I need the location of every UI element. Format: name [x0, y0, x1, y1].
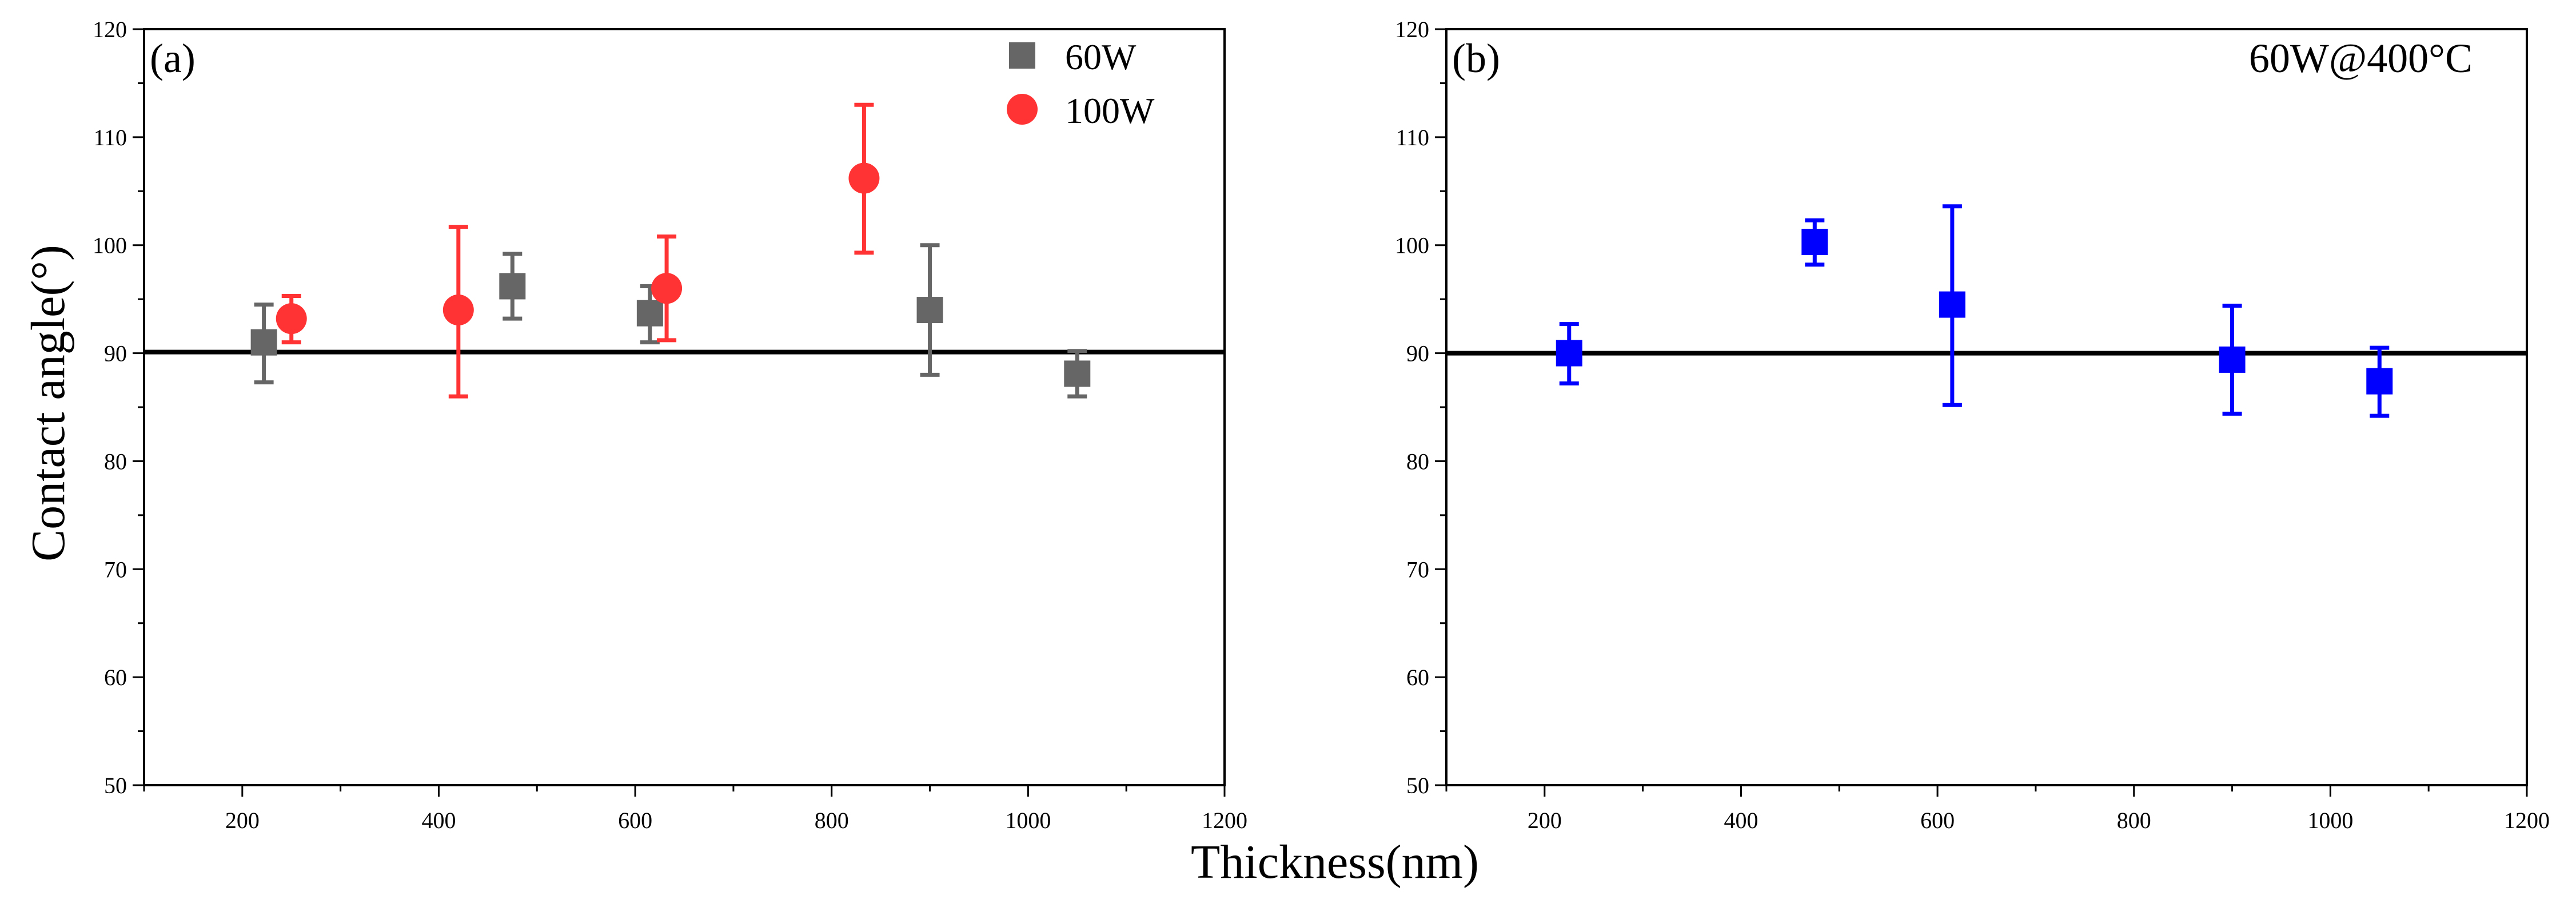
panel-label: (b)	[1452, 35, 1500, 81]
y-tick-label: 120	[1395, 17, 1429, 42]
x-tick-label: 200	[1528, 807, 1562, 833]
series-60w-point	[499, 273, 526, 300]
x-tick-label: 200	[225, 807, 260, 833]
x-tick-label: 600	[618, 807, 652, 833]
x-tick-label: 1200	[1202, 807, 1247, 833]
panel-b: 200 400 600 800 1000 1200 50 60 70 80 90 100 110 120 (…	[1395, 17, 2550, 833]
series-60w-point	[916, 297, 943, 324]
x-tick-label: 1000	[1005, 807, 1051, 833]
x-tick-label: 600	[1920, 807, 1955, 833]
y-tick-label: 110	[1395, 125, 1429, 150]
series-60w400c-point	[2366, 368, 2393, 395]
y-tick-label: 80	[104, 448, 127, 474]
x-tick-label: 1000	[2307, 807, 2353, 833]
legend-marker	[1009, 42, 1035, 69]
x-axis-label: Thickness(nm)	[1191, 836, 1479, 889]
legend-label: 100W	[1065, 90, 1155, 131]
series-100w-point	[651, 273, 683, 304]
x-tick-label: 800	[815, 807, 849, 833]
y-tick-label: 100	[1395, 233, 1429, 258]
y-tick-label: 50	[104, 773, 127, 798]
series-60w400c-point	[1556, 340, 1582, 367]
y-axis-label: Contact angle(°)	[22, 245, 75, 562]
legend-label: 60W	[1065, 37, 1137, 77]
series-60w-point	[1064, 360, 1091, 387]
series-60w400c-point	[1939, 291, 1965, 318]
y-tick-label: 90	[104, 341, 127, 367]
panel-a: 200 400 600 800 1000 1200 50 60 70 80 90 100 110 120 (…	[93, 17, 1247, 833]
panel-label: (a)	[150, 35, 196, 81]
x-tick-label: 1200	[2504, 807, 2550, 833]
x-tick-label: 400	[1724, 807, 1758, 833]
series-60w-point	[636, 300, 663, 327]
panel-annotation: 60W@400°C	[2249, 35, 2473, 81]
series-60w-point	[250, 329, 277, 356]
series-100w-point	[848, 162, 880, 194]
y-tick-label: 50	[1406, 773, 1429, 798]
series-60w400c-point	[1801, 229, 1828, 256]
y-tick-label: 70	[104, 556, 127, 582]
y-tick-label: 80	[1406, 448, 1429, 474]
series-60w400c-point	[2219, 346, 2246, 373]
legend-marker	[1007, 94, 1038, 125]
y-tick-label: 70	[1406, 556, 1429, 582]
y-tick-label: 120	[93, 17, 127, 42]
x-tick-label: 800	[2117, 807, 2151, 833]
legend: 60W 100W	[1007, 37, 1155, 131]
x-tick-label: 400	[421, 807, 456, 833]
series-100w-point	[276, 303, 307, 335]
y-tick-label: 100	[93, 233, 127, 258]
y-tick-label: 110	[93, 125, 127, 150]
y-tick-label: 60	[1406, 665, 1429, 690]
y-tick-label: 60	[104, 665, 127, 690]
series-100w-point	[442, 295, 474, 326]
y-tick-label: 90	[1406, 341, 1429, 367]
